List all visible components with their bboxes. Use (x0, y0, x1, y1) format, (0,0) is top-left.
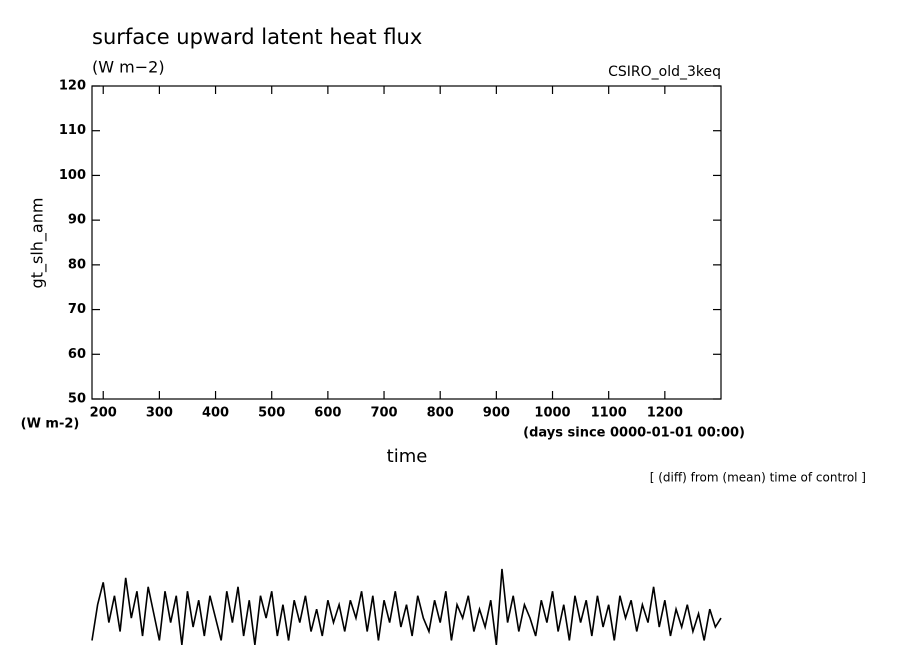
x-axis-label: time (387, 446, 428, 467)
x-tick-label: 900 (483, 406, 510, 421)
x-tick-label: 400 (202, 406, 229, 421)
x-tick-label: 1000 (534, 406, 570, 421)
y-tick-label: 120 (59, 79, 86, 94)
x-tick-label: 700 (370, 406, 397, 421)
y-tick-label: 50 (68, 392, 86, 407)
y-tick-label: 70 (68, 302, 86, 317)
x-tick-label: 800 (427, 406, 454, 421)
x-tick-label: 300 (146, 406, 173, 421)
x-tick-label: 200 (90, 406, 117, 421)
y-tick-label: 110 (59, 123, 86, 138)
x-tick-label: 600 (314, 406, 341, 421)
data-line (91, 568, 722, 646)
x-tick-label: 1100 (591, 406, 627, 421)
chart-subtitle: (W m−2) (92, 58, 165, 77)
y-tick-label: 60 (68, 347, 86, 362)
y-unit: (W m-2) (21, 417, 80, 432)
note: [ (diff) from (mean) time of control ] (650, 471, 866, 485)
x-tick-label: 500 (258, 406, 285, 421)
chart-title: surface upward latent heat flux (92, 25, 422, 49)
x-unit: (days since 0000-01-01 00:00) (523, 426, 745, 441)
y-tick-label: 90 (68, 213, 86, 228)
y-tick-label: 80 (68, 257, 86, 272)
y-axis-label: gt_slh_anm (28, 198, 48, 289)
y-tick-label: 100 (59, 168, 86, 183)
experiment-label: CSIRO_old_3keq (608, 64, 721, 80)
x-tick-label: 1200 (647, 406, 683, 421)
plot-frame (91, 85, 722, 400)
